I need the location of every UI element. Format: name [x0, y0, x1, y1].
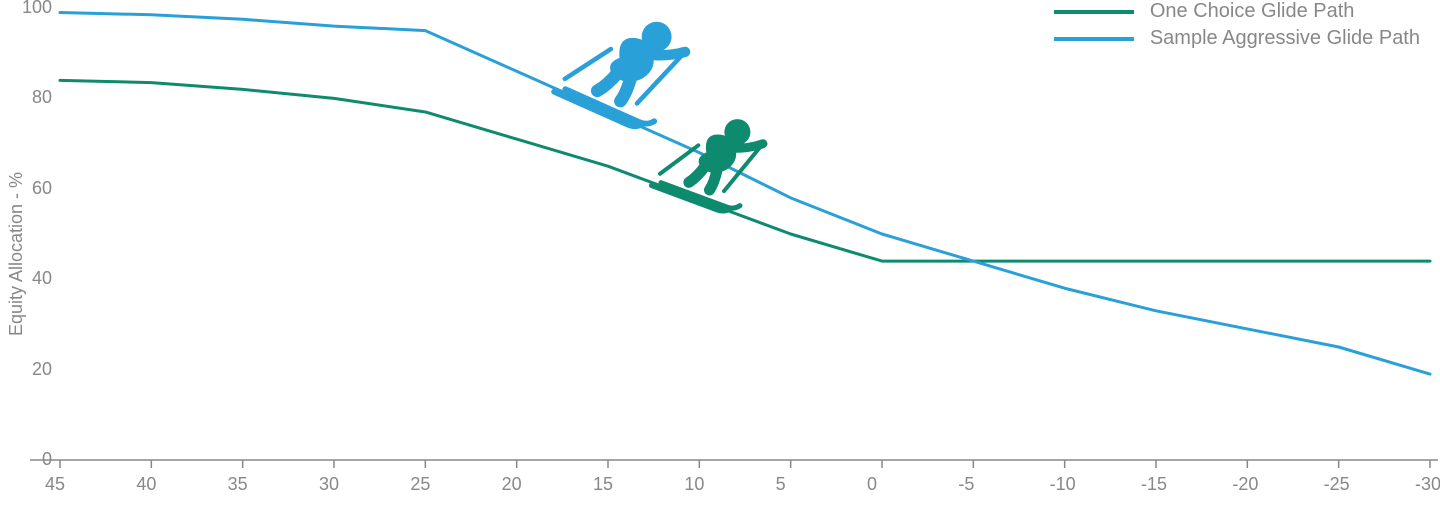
series-one-choice-line — [60, 80, 1430, 261]
legend-label-one-choice: One Choice Glide Path — [1150, 0, 1355, 23]
series-aggressive-line — [60, 13, 1430, 375]
x-tick-label: 45 — [45, 474, 65, 495]
y-tick-label: 40 — [32, 268, 52, 289]
skier-icon-aggressive — [554, 0, 692, 134]
x-tick-label: 40 — [136, 474, 156, 495]
x-tick-label: 25 — [410, 474, 430, 495]
glide-path-chart: Equity Allocation - % One Choice Glide P… — [0, 0, 1440, 507]
y-tick-label: 80 — [32, 87, 52, 108]
legend: One Choice Glide Path Sample Aggressive … — [1054, 0, 1420, 54]
legend-item-one-choice: One Choice Glide Path — [1054, 0, 1420, 23]
x-tick-label: -10 — [1050, 474, 1076, 495]
x-tick-label: 0 — [867, 474, 877, 495]
y-tick-label: 0 — [42, 449, 52, 470]
legend-item-aggressive: Sample Aggressive Glide Path — [1054, 27, 1420, 50]
x-tick-label: 15 — [593, 474, 613, 495]
x-tick-label: 30 — [319, 474, 339, 495]
legend-swatch-one-choice — [1054, 10, 1134, 14]
legend-swatch-aggressive — [1054, 37, 1134, 41]
legend-label-aggressive: Sample Aggressive Glide Path — [1150, 27, 1420, 50]
x-tick-label: 20 — [502, 474, 522, 495]
y-tick-label: 100 — [22, 0, 52, 18]
x-tick-label: -15 — [1141, 474, 1167, 495]
y-tick-label: 20 — [32, 359, 52, 380]
x-tick-label: 5 — [776, 474, 786, 495]
y-tick-label: 60 — [32, 178, 52, 199]
x-tick-label: 10 — [684, 474, 704, 495]
x-tick-label: -25 — [1324, 474, 1350, 495]
x-tick-label: -5 — [958, 474, 974, 495]
chart-svg — [0, 0, 1440, 507]
x-tick-label: -20 — [1232, 474, 1258, 495]
skier-icon-one-choice — [651, 98, 768, 217]
x-tick-label: 35 — [228, 474, 248, 495]
x-tick-label: -30 — [1415, 474, 1440, 495]
